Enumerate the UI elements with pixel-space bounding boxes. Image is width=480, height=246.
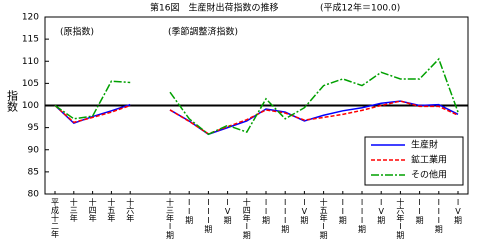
x-tick-label: IV期 bbox=[300, 198, 309, 225]
x-tick-label: II期 bbox=[338, 198, 347, 225]
x-tick-label: IV期 bbox=[223, 198, 232, 225]
x-tick-label: IV期 bbox=[454, 198, 463, 225]
chart-title: 第16図 生産財出荷指数の推移 bbox=[150, 2, 278, 14]
legend-label: 生産財 bbox=[411, 139, 438, 151]
annotation: (原指数) bbox=[60, 26, 94, 38]
y-tick-label: 95 bbox=[28, 123, 39, 133]
x-tick-label: III期 bbox=[204, 198, 213, 234]
y-tick-label: 80 bbox=[28, 190, 40, 200]
x-tick-label: 平成十二年 bbox=[51, 198, 60, 239]
x-tick-label: III期 bbox=[434, 198, 443, 234]
x-tick-label: IV期 bbox=[377, 198, 386, 225]
x-tick-label: II期 bbox=[262, 198, 271, 225]
y-tick-label: 105 bbox=[22, 79, 39, 89]
y-tick-label: 100 bbox=[22, 101, 39, 111]
x-tick-label: II期 bbox=[415, 198, 424, 225]
x-tick-label: II期 bbox=[185, 198, 194, 225]
x-tick-label: 十六年I期 bbox=[396, 197, 405, 240]
x-tick-label: 十六年 bbox=[126, 197, 135, 223]
y-tick-label: 110 bbox=[22, 57, 39, 67]
y-tick-label: 120 bbox=[22, 13, 39, 23]
x-tick-label: 十三年I期 bbox=[166, 197, 175, 240]
x-tick-label: III期 bbox=[358, 198, 367, 234]
x-tick-label: III期 bbox=[281, 198, 290, 234]
y-tick-label: 85 bbox=[28, 167, 39, 177]
x-tick-label: 十四年 bbox=[88, 197, 97, 223]
y-tick-label: 115 bbox=[22, 35, 39, 45]
series-line bbox=[54, 57, 459, 136]
chart-subtitle: (平成12年＝100.0) bbox=[320, 2, 400, 14]
legend-label: その他用 bbox=[411, 169, 447, 181]
legend-box bbox=[364, 136, 464, 186]
y-axis-label: 指数 bbox=[6, 89, 19, 113]
x-tick-label: 十三年 bbox=[69, 197, 78, 223]
x-tick-label: 十五年 bbox=[107, 197, 116, 223]
legend-label: 鉱工業用 bbox=[411, 154, 447, 166]
x-tick-label: 十四年I期 bbox=[242, 197, 251, 240]
x-tick-label: 十五年I期 bbox=[319, 197, 328, 240]
y-tick-label: 90 bbox=[28, 145, 40, 155]
annotation: (季節調整済指数) bbox=[168, 26, 238, 38]
